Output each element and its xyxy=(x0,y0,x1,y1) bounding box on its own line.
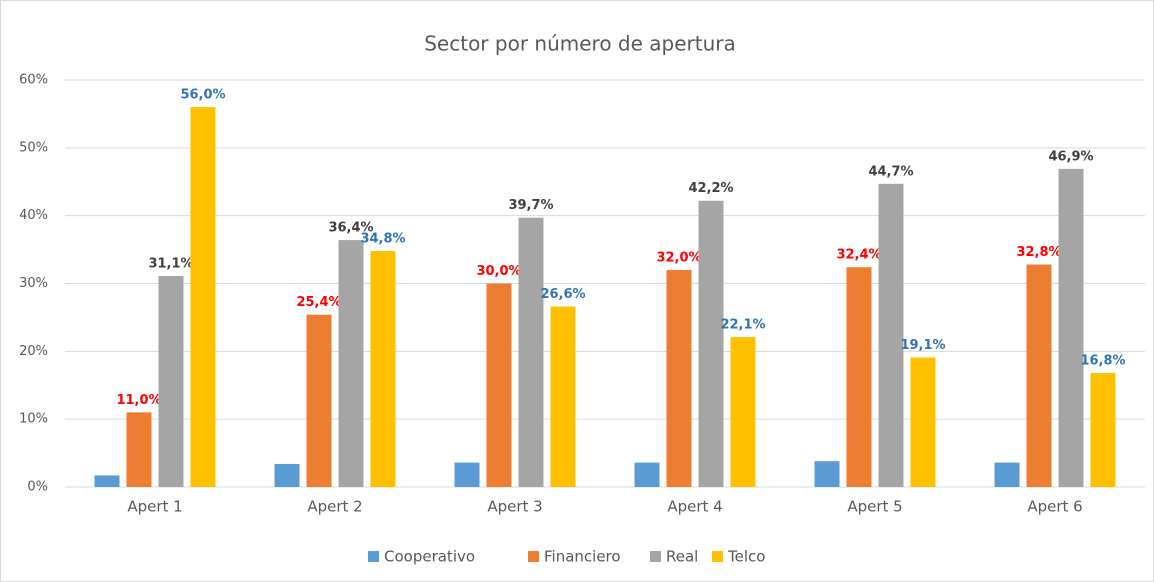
y-tick-label: 20% xyxy=(19,344,48,359)
bar xyxy=(126,412,152,487)
y-tick-label: 30% xyxy=(19,276,48,291)
y-tick-label: 60% xyxy=(19,73,48,88)
legend-swatch xyxy=(368,551,379,562)
x-tick-label: Apert 6 xyxy=(1027,498,1082,516)
bar xyxy=(306,314,332,487)
bar xyxy=(518,217,544,487)
bar xyxy=(158,276,184,487)
bar xyxy=(338,240,364,487)
value-label: 26,6% xyxy=(540,287,585,302)
value-label: 16,8% xyxy=(1080,354,1125,369)
value-label: 44,7% xyxy=(868,164,913,179)
value-label: 46,9% xyxy=(1048,149,1093,164)
bar xyxy=(550,306,576,487)
bar xyxy=(730,337,756,487)
bar xyxy=(634,462,660,487)
x-tick-label: Apert 3 xyxy=(487,498,542,516)
value-label: 22,1% xyxy=(720,318,765,333)
value-label: 32,0% xyxy=(656,250,701,265)
legend-label: Real xyxy=(666,548,698,566)
chart-title: Sector por número de apertura xyxy=(424,32,736,56)
value-label: 19,1% xyxy=(900,338,945,353)
legend-label: Cooperativo xyxy=(384,548,475,566)
value-label: 36,4% xyxy=(328,221,373,236)
bar xyxy=(1090,373,1116,487)
value-label: 32,8% xyxy=(1016,245,1061,260)
bar xyxy=(910,357,936,487)
value-label: 11,0% xyxy=(116,393,161,408)
bar xyxy=(814,461,840,487)
bar xyxy=(698,200,724,487)
value-label: 32,4% xyxy=(836,248,881,263)
y-tick-label: 50% xyxy=(19,140,48,155)
bar xyxy=(1058,168,1084,487)
bar xyxy=(994,462,1020,487)
bar xyxy=(370,250,396,487)
legend-swatch xyxy=(650,551,661,562)
value-label: 39,7% xyxy=(508,198,553,213)
legend-label: Telco xyxy=(727,548,765,566)
y-tick-label: 40% xyxy=(19,208,48,223)
y-tick-label: 0% xyxy=(27,480,48,495)
value-label: 42,2% xyxy=(688,181,733,196)
bar xyxy=(190,107,216,487)
bar xyxy=(1026,264,1052,487)
x-tick-label: Apert 2 xyxy=(307,498,362,516)
value-label: 25,4% xyxy=(296,295,341,310)
bar xyxy=(878,183,904,487)
value-label: 56,0% xyxy=(180,88,225,103)
bar xyxy=(846,267,872,487)
bar xyxy=(486,283,512,487)
legend-swatch xyxy=(712,551,723,562)
bar xyxy=(454,462,480,487)
value-label: 30,0% xyxy=(476,264,521,279)
bar xyxy=(274,463,300,487)
legend-swatch xyxy=(528,551,539,562)
bar xyxy=(94,475,120,487)
value-label: 34,8% xyxy=(360,231,405,246)
x-tick-label: Apert 5 xyxy=(847,498,902,516)
x-tick-label: Apert 1 xyxy=(127,498,182,516)
x-tick-label: Apert 4 xyxy=(667,498,722,516)
legend-label: Financiero xyxy=(544,548,621,566)
y-tick-label: 10% xyxy=(19,412,48,427)
value-label: 31,1% xyxy=(148,257,193,272)
bar xyxy=(666,269,692,487)
